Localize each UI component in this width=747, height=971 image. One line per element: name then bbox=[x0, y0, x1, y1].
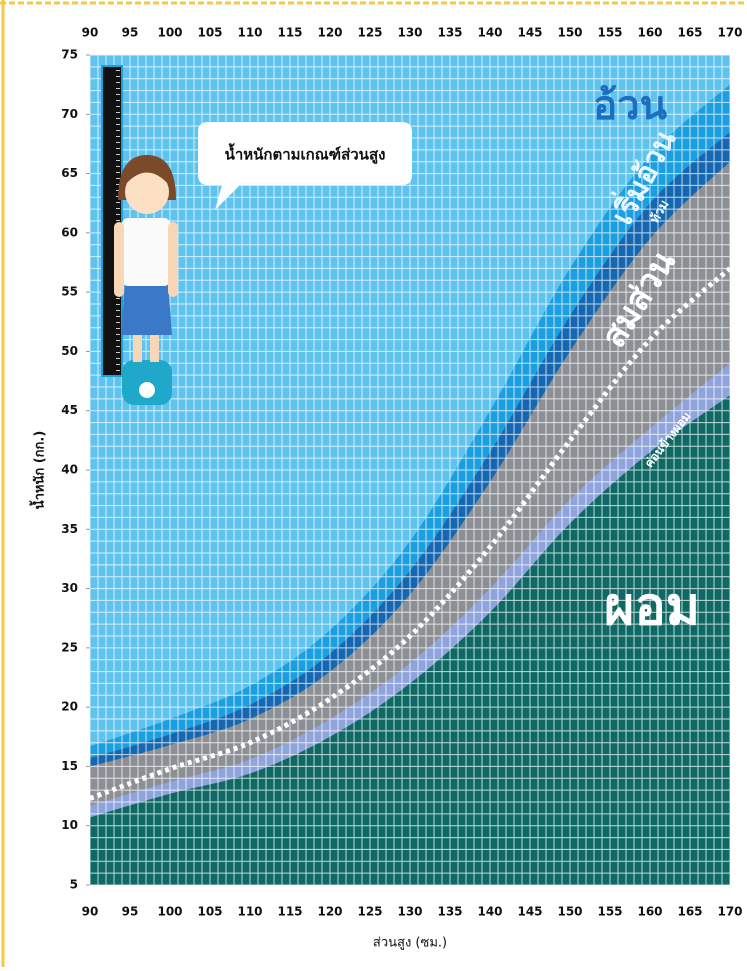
x-tick-label: 110 bbox=[237, 26, 262, 40]
bubble-text: น้ำหนักตามเกณฑ์ส่วนสูง bbox=[225, 143, 386, 165]
arm bbox=[114, 222, 124, 297]
x-tick-label: 150 bbox=[557, 905, 582, 919]
y-tick-label: 35 bbox=[61, 522, 78, 536]
x-tick-label: 115 bbox=[277, 905, 302, 919]
x-tick-label: 160 bbox=[637, 905, 662, 919]
y-tick-label: 65 bbox=[61, 166, 78, 180]
x-tick-label: 90 bbox=[82, 905, 99, 919]
y-tick-label: 20 bbox=[61, 700, 78, 714]
x-tick-label: 130 bbox=[397, 26, 422, 40]
y-tick-label: 45 bbox=[61, 403, 78, 417]
axes: 9090959510010010510511011011511512012012… bbox=[61, 26, 742, 919]
illustration: น้ำหนักตามเกณฑ์ส่วนสูง bbox=[101, 65, 412, 405]
y-tick-label: 40 bbox=[61, 463, 78, 477]
x-tick-label: 105 bbox=[197, 905, 222, 919]
leg bbox=[133, 330, 142, 362]
x-tick-label: 135 bbox=[437, 26, 462, 40]
x-tick-label: 105 bbox=[197, 26, 222, 40]
skirt bbox=[121, 282, 172, 335]
face bbox=[125, 170, 169, 214]
x-tick-label: 100 bbox=[157, 905, 182, 919]
x-tick-label: 165 bbox=[677, 905, 702, 919]
fringe bbox=[125, 168, 169, 185]
y-tick-label: 75 bbox=[61, 48, 78, 62]
y-axis-label: น้ำหนัก (กก.) bbox=[29, 431, 48, 510]
x-tick-label: 115 bbox=[277, 26, 302, 40]
y-tick-label: 50 bbox=[61, 344, 78, 358]
leg bbox=[150, 330, 159, 362]
x-tick-label: 155 bbox=[597, 905, 622, 919]
x-axis-label: ส่วนสูง (ซม.) bbox=[373, 936, 447, 951]
plot-area bbox=[90, 55, 730, 885]
y-tick-label: 10 bbox=[61, 818, 78, 832]
median-line bbox=[90, 266, 730, 801]
x-tick-label: 125 bbox=[357, 26, 382, 40]
y-tick-label: 5 bbox=[70, 878, 78, 892]
y-tick-label: 15 bbox=[61, 759, 78, 773]
x-tick-label: 125 bbox=[357, 905, 382, 919]
shirt bbox=[122, 218, 170, 286]
x-tick-label: 95 bbox=[122, 905, 139, 919]
arm bbox=[168, 222, 178, 297]
x-tick-label: 145 bbox=[517, 26, 542, 40]
x-tick-label: 135 bbox=[437, 905, 462, 919]
x-tick-label: 100 bbox=[157, 26, 182, 40]
y-tick-label: 30 bbox=[61, 581, 78, 595]
y-tick-label: 70 bbox=[61, 107, 78, 121]
scale-dial bbox=[139, 382, 155, 398]
band-label: อ้วน bbox=[593, 83, 667, 129]
speech-bubble bbox=[198, 122, 412, 210]
x-tick-label: 165 bbox=[677, 26, 702, 40]
x-tick-label: 120 bbox=[317, 26, 342, 40]
x-tick-label: 170 bbox=[717, 905, 742, 919]
y-tick-label: 25 bbox=[61, 640, 78, 654]
y-tick-label: 60 bbox=[61, 225, 78, 239]
x-tick-label: 120 bbox=[317, 905, 342, 919]
x-tick-label: 130 bbox=[397, 905, 422, 919]
x-tick-label: 155 bbox=[597, 26, 622, 40]
band-label: ผอม bbox=[604, 577, 700, 637]
x-tick-label: 150 bbox=[557, 26, 582, 40]
x-tick-label: 145 bbox=[517, 905, 542, 919]
x-tick-label: 160 bbox=[637, 26, 662, 40]
x-tick-label: 140 bbox=[477, 26, 502, 40]
minor-grid bbox=[90, 55, 730, 885]
x-tick-label: 170 bbox=[717, 26, 742, 40]
x-tick-label: 110 bbox=[237, 905, 262, 919]
x-tick-label: 140 bbox=[477, 905, 502, 919]
x-tick-label: 95 bbox=[122, 26, 139, 40]
y-tick-label: 55 bbox=[61, 285, 78, 299]
x-tick-label: 90 bbox=[82, 26, 99, 40]
